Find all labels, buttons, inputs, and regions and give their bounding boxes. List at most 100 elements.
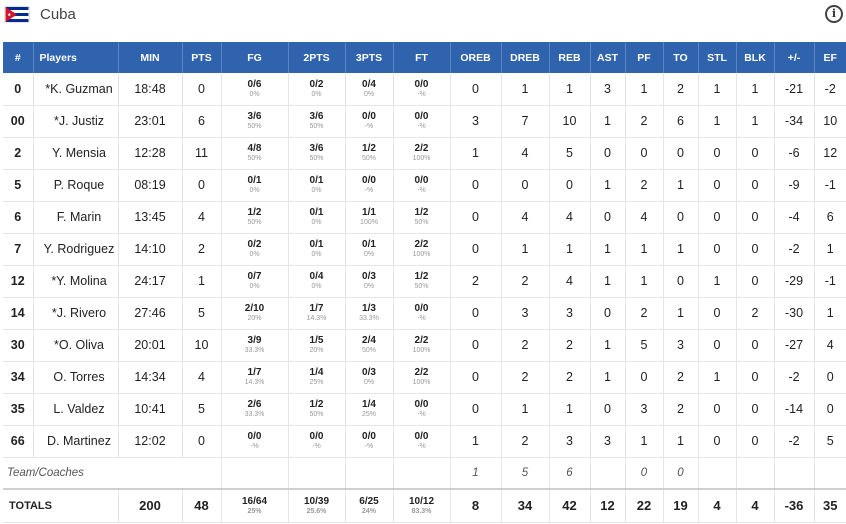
two-pointers: 0/4 0%: [288, 265, 346, 298]
free-throws: 2/2 100%: [393, 329, 451, 362]
stat-ast: 0: [590, 201, 626, 234]
player-row[interactable]: 14 *J. Rivero 27:46 5 2/10 20% 1/7 14.3% 1/3 33.3…: [3, 297, 846, 330]
column-header-oreb[interactable]: OREB: [450, 42, 502, 73]
player-row[interactable]: 12 *Y. Molina 24:17 1 0/7 0% 0/4 0% 0/3 0% 1/2 50% 2…: [3, 265, 846, 298]
player-row[interactable]: 0 *K. Guzman 18:48 0 0/6 0% 0/2 0% 0/4 0% 0/0 -% 0 1 1…: [3, 73, 846, 106]
stat-pm: -6: [774, 137, 815, 170]
field-goals: 4/8 50%: [221, 137, 289, 170]
field-goals-made-attempted: 0/0: [247, 431, 262, 442]
free-throws-percentage: -%: [417, 443, 426, 450]
column-header-min[interactable]: MIN: [118, 42, 183, 73]
total-three-pointers: 6/25 24%: [345, 488, 394, 523]
free-throws: 2/2 100%: [393, 233, 451, 266]
free-throws: 0/0 -%: [393, 425, 451, 458]
column-header-number[interactable]: #: [3, 42, 34, 73]
player-row[interactable]: 00 *J. Justiz 23:01 6 3/6 50% 3/6 50% 0/0 -% 0/0 -%…: [3, 105, 846, 138]
player-number: 7: [3, 233, 34, 266]
player-row[interactable]: 66 D. Martinez 12:02 0 0/0 -% 0/0 -% 0/0 -% 0/0 -% 1…: [3, 425, 846, 458]
stat-blk: 0: [736, 393, 775, 426]
stat-ef: 0: [814, 361, 846, 394]
player-row[interactable]: 7 Y. Rodriguez 14:10 2 0/2 0% 0/1 0% 0/1 0% 2/2 100…: [3, 233, 846, 266]
free-throws: 0/0 -%: [393, 393, 451, 426]
column-header-to[interactable]: TO: [663, 42, 699, 73]
player-name: P. Roque: [33, 169, 119, 202]
free-throws-percentage: -%: [417, 315, 426, 322]
player-row[interactable]: 35 L. Valdez 10:41 5 2/6 33.3% 1/2 50% 1/4 25% 0/0…: [3, 393, 846, 426]
stat-to: 1: [663, 233, 699, 266]
stat-to: 2: [663, 73, 699, 106]
column-header-reb[interactable]: REB: [549, 42, 591, 73]
stat-stl: 1: [698, 361, 737, 394]
two-pointers-made-attempted: 3/6: [309, 111, 324, 122]
total-dreb: 34: [501, 488, 550, 523]
field-goals: 2/10 20%: [221, 297, 289, 330]
total-oreb: 8: [450, 488, 502, 523]
column-header-plus-minus[interactable]: +/-: [774, 42, 815, 73]
column-header-dreb[interactable]: DREB: [501, 42, 550, 73]
free-throws-percentage: -%: [417, 411, 426, 418]
total-three-pointers-percentage: 24%: [361, 507, 376, 515]
header-row: # Players MIN PTS FG 2PTS 3PTS FT OREB DREB REB AST…: [3, 42, 846, 73]
stat-pf: 2: [625, 297, 664, 330]
stat-stl: 0: [698, 137, 737, 170]
field-goals: 0/1 0%: [221, 169, 289, 202]
stat-ef: 1: [814, 297, 846, 330]
two-pointers-made-attempted: 0/1: [309, 239, 324, 250]
player-row[interactable]: 2 Y. Mensia 12:28 11 4/8 50% 3/6 50% 1/2 50% 2/2 10…: [3, 137, 846, 170]
two-pointers-percentage: 50%: [309, 123, 324, 130]
player-row[interactable]: 5 P. Roque 08:19 0 0/1 0% 0/1 0% 0/0 -% 0/0 -% 0 0 0 1 2…: [3, 169, 846, 202]
field-goals-percentage: 0%: [249, 187, 260, 194]
free-throws-percentage: 100%: [412, 251, 431, 258]
total-blk: 4: [736, 488, 775, 523]
two-pointers-made-attempted: 0/1: [309, 207, 324, 218]
points: 6: [182, 105, 222, 138]
stat-pf: 0: [625, 457, 664, 490]
stat-ast: 0: [590, 137, 626, 170]
stat-dreb: 7: [501, 105, 550, 138]
column-header-pts[interactable]: PTS: [182, 42, 222, 73]
column-header-pf[interactable]: PF: [625, 42, 664, 73]
column-header-fg[interactable]: FG: [221, 42, 289, 73]
field-goals: 3/6 50%: [221, 105, 289, 138]
player-name: Y. Rodriguez: [33, 233, 119, 266]
three-pointers: 0/0 -%: [345, 105, 394, 138]
free-throws-made-attempted: 0/0: [414, 399, 429, 410]
column-header-blk[interactable]: BLK: [736, 42, 775, 73]
stat-pm: -34: [774, 105, 815, 138]
info-icon[interactable]: i: [825, 5, 843, 23]
free-throws-made-attempted: 0/0: [414, 78, 429, 90]
field-goals-percentage: 50%: [247, 155, 262, 162]
column-header-players[interactable]: Players: [33, 42, 119, 73]
stat-reb: 1: [549, 233, 591, 266]
column-header-3pts[interactable]: 3PTS: [345, 42, 394, 73]
minutes: 18:48: [118, 73, 183, 106]
free-throws-percentage: 50%: [414, 219, 429, 226]
free-throws: 2/2 100%: [393, 361, 451, 394]
free-throws-made-attempted: 0/0: [414, 175, 429, 186]
column-header-ast[interactable]: AST: [590, 42, 626, 73]
stat-oreb: 2: [450, 265, 502, 298]
player-name: O. Torres: [33, 361, 119, 394]
stat-ef: 10: [814, 105, 846, 138]
player-row[interactable]: 34 O. Torres 14:34 4 1/7 14.3% 1/4 25% 0/3 0% 2/2 1…: [3, 361, 846, 394]
stat-to: 0: [663, 457, 699, 490]
three-pointers-made-attempted: 0/3: [362, 271, 376, 282]
points: 0: [182, 73, 222, 106]
stat-pm: -29: [774, 265, 815, 298]
column-header-2pts[interactable]: 2PTS: [288, 42, 346, 73]
free-throws-made-attempted: 0/0: [414, 431, 429, 442]
column-header-stl[interactable]: STL: [698, 42, 737, 73]
player-number: 34: [3, 361, 34, 394]
column-header-ef[interactable]: EF: [814, 42, 846, 73]
three-pointers-percentage: 25%: [361, 411, 376, 418]
column-header-ft[interactable]: FT: [393, 42, 451, 73]
three-pointers-percentage: 50%: [361, 155, 376, 162]
player-row[interactable]: 6 F. Marin 13:45 4 1/2 50% 0/1 0% 1/1 100% 1/2 50% 0…: [3, 201, 846, 234]
stat-stl: 0: [698, 169, 737, 202]
player-row[interactable]: 30 *O. Oliva 20:01 10 3/9 33.3% 1/5 20% 2/4 50% 2/…: [3, 329, 846, 362]
empty-cell: [698, 457, 737, 490]
free-throws: 1/2 50%: [393, 265, 451, 298]
field-goals-made-attempted: 2/10: [244, 303, 265, 314]
stat-dreb: 4: [501, 201, 550, 234]
stat-oreb: 0: [450, 297, 502, 330]
